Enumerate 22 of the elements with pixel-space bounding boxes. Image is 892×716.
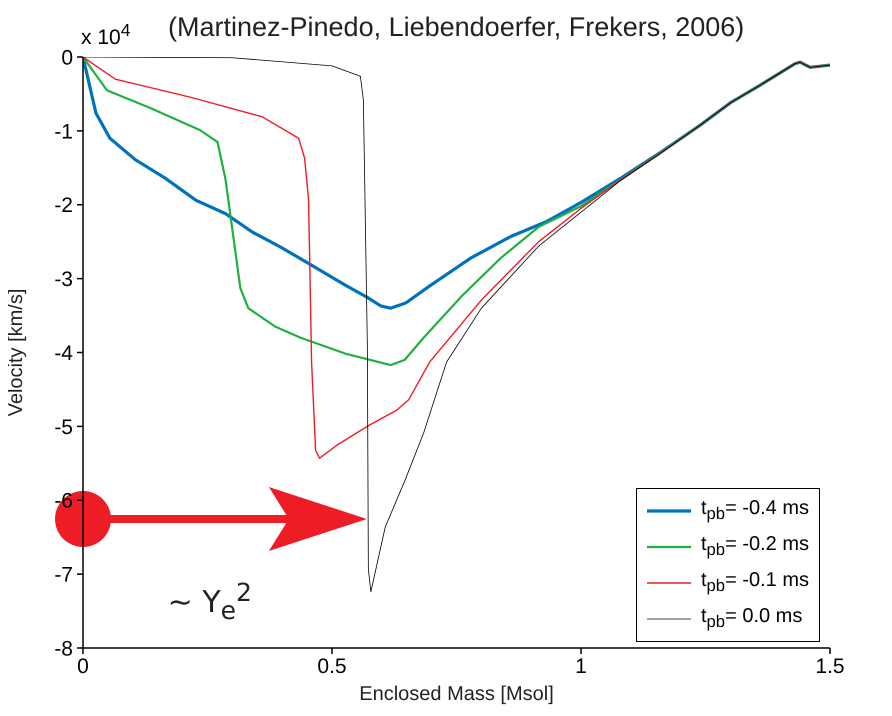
x-tick-label: 1.5 <box>815 654 845 678</box>
legend-label: t$_{pb}$= 0.0 ms <box>700 604 802 633</box>
x-tick-label: 0.5 <box>317 654 347 678</box>
y-tick-label: -3 <box>54 268 73 292</box>
line-series <box>83 57 830 366</box>
y-tick-label: -7 <box>54 564 73 587</box>
y-tick-label: -5 <box>54 416 73 439</box>
y-tick-label: 0 <box>61 46 73 70</box>
legend-label: t$_{pb}$= -0.2 ms <box>700 532 809 561</box>
x-tick-label: 1 <box>575 654 587 678</box>
y-axis-title: Velocity [km/s] <box>5 288 28 416</box>
text: x 10$^{4}$ <box>81 20 130 49</box>
y-tick-label: -4 <box>54 342 74 365</box>
chart-title: (Martinez-Pinedo, Liebendoerfer, Frekers, 2006) <box>168 12 744 43</box>
y-tick-label: -8 <box>54 637 73 660</box>
x-axis-title: Enclosed Mass [Msol] <box>359 683 554 705</box>
x-tick-label: 0 <box>77 654 89 678</box>
line-series <box>83 57 830 459</box>
y-tick-label: -1 <box>54 120 73 144</box>
legend-label: t$_{pb}$= -0.4 ms <box>700 496 809 525</box>
legend-label: t$_{pb}$= -0.1 ms <box>700 568 809 597</box>
y-tick-label: -2 <box>54 194 73 218</box>
